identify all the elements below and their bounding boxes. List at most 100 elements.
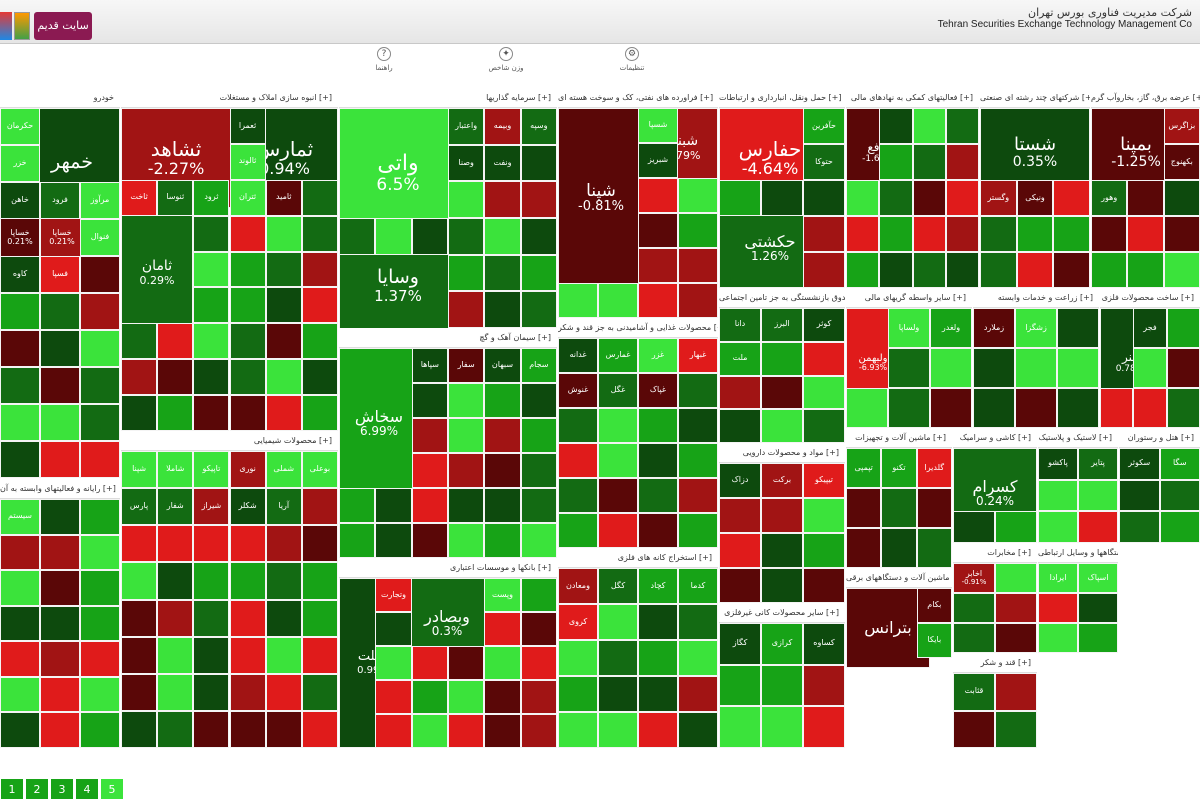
stock-tile[interactable] <box>761 665 803 707</box>
stock-tile[interactable] <box>1078 511 1118 543</box>
stock-tile[interactable] <box>1057 348 1099 388</box>
stock-tile[interactable] <box>1091 252 1127 288</box>
stock-tile[interactable] <box>761 376 803 410</box>
stock-tile[interactable]: ثاخت <box>121 180 157 216</box>
stock-tile[interactable] <box>193 525 229 562</box>
stock-tile[interactable] <box>678 283 718 318</box>
stock-tile[interactable] <box>0 404 40 441</box>
stock-tile[interactable]: ولغدر <box>930 308 972 348</box>
stock-tile[interactable]: غپاک <box>638 373 678 408</box>
stock-tile[interactable] <box>157 525 193 562</box>
stock-tile[interactable] <box>412 523 448 558</box>
stock-tile[interactable] <box>302 359 338 395</box>
stock-tile[interactable]: کرازی <box>761 623 803 665</box>
stock-tile[interactable] <box>157 323 193 359</box>
stock-tile[interactable] <box>1038 480 1078 512</box>
stock-tile[interactable]: ومعادن <box>558 568 598 604</box>
stock-tile[interactable] <box>638 712 678 748</box>
stock-tile[interactable] <box>484 453 520 488</box>
stock-tile[interactable]: ثرود <box>193 180 229 216</box>
stock-tile[interactable] <box>803 252 845 288</box>
stock-tile[interactable] <box>1133 388 1166 428</box>
stock-tile[interactable]: واعتبار <box>448 108 484 145</box>
stock-tile[interactable] <box>448 646 484 680</box>
stock-tile[interactable] <box>803 342 845 376</box>
stock-tile[interactable] <box>484 181 520 218</box>
stock-tile[interactable] <box>521 578 557 612</box>
stock-tile[interactable]: دزاک <box>719 463 761 498</box>
stock-tile[interactable] <box>157 562 193 599</box>
stock-tile[interactable] <box>761 706 803 748</box>
stock-tile[interactable] <box>598 712 638 748</box>
stock-tile[interactable] <box>638 283 678 318</box>
stock-tile[interactable] <box>375 488 411 523</box>
sector-header[interactable]: محصولات شیمیایی [+] <box>121 431 338 451</box>
stock-tile[interactable]: ثامید <box>266 180 302 216</box>
stock-tile[interactable] <box>412 714 448 748</box>
stock-tile[interactable]: قثابت <box>953 673 995 711</box>
stock-tile[interactable] <box>719 533 761 568</box>
stock-tile[interactable] <box>558 513 598 548</box>
stock-tile[interactable]: تاپیکو <box>193 451 229 488</box>
stock-tile[interactable] <box>302 637 338 674</box>
stock-tile[interactable] <box>846 528 881 568</box>
stock-tile[interactable] <box>1133 348 1166 388</box>
stock-tile[interactable]: وسپه <box>521 108 557 145</box>
stock-tile[interactable] <box>678 373 718 408</box>
stock-tile[interactable] <box>761 409 803 443</box>
stock-tile[interactable] <box>40 677 80 713</box>
stock-tile[interactable] <box>1164 180 1200 216</box>
stock-tile[interactable] <box>521 418 557 453</box>
stock-tile[interactable] <box>302 711 338 748</box>
sector-header[interactable]: حمل ونقل، انبارداری و ارتباطات [+] <box>719 88 845 108</box>
stock-tile[interactable] <box>803 180 845 216</box>
stock-tile[interactable] <box>302 252 338 288</box>
stock-tile[interactable]: ملت <box>719 342 761 376</box>
stock-tile[interactable]: اسپاک <box>1078 563 1118 593</box>
old-site-button[interactable]: سایت قدیم <box>34 12 92 40</box>
stock-tile[interactable] <box>946 144 979 180</box>
sector-header[interactable]: ساخت محصولات فلزی [+] <box>1100 288 1200 308</box>
sector-header[interactable]: بیمه و صندوق بازنشستگی به جز تامین اجتما… <box>719 288 845 308</box>
stock-tile[interactable] <box>598 408 638 443</box>
stock-tile[interactable] <box>1167 308 1200 348</box>
stock-tile[interactable] <box>1167 388 1200 428</box>
stock-tile[interactable]: ولساپا <box>888 308 930 348</box>
stock-tile[interactable]: شپنا-0.81% <box>558 108 644 288</box>
stock-tile[interactable] <box>40 499 80 535</box>
stock-tile[interactable] <box>230 323 266 359</box>
stock-tile[interactable] <box>266 287 302 323</box>
sector-header[interactable]: مواد و محصولات دارویی [+] <box>719 443 845 463</box>
stock-tile[interactable]: کدما <box>678 568 718 604</box>
stock-tile[interactable]: بکام <box>917 588 952 623</box>
stock-tile[interactable] <box>761 342 803 376</box>
stock-tile[interactable] <box>761 568 803 603</box>
stock-tile[interactable] <box>339 218 375 255</box>
stock-tile[interactable] <box>953 511 995 543</box>
sector-header[interactable]: فعالیتهای کمکی به نهادهای مالی [+] <box>846 88 979 108</box>
stock-tile[interactable] <box>230 359 266 395</box>
stock-tile[interactable] <box>230 395 266 431</box>
stock-tile[interactable]: حآفرین <box>803 108 845 144</box>
stock-tile[interactable] <box>638 604 678 640</box>
stock-tile[interactable] <box>1127 252 1163 288</box>
stock-tile[interactable] <box>0 367 40 404</box>
sector-header[interactable]: رایانه و فعالیتهای وابسته به آن [+] <box>0 479 120 499</box>
stock-tile[interactable]: بکهنوج <box>1164 144 1200 180</box>
stock-tile[interactable] <box>913 180 946 216</box>
sector-header[interactable]: ماشین آلات و دستگاههای برقی [+] <box>846 568 952 588</box>
stock-tile[interactable] <box>302 525 338 562</box>
stock-tile[interactable] <box>80 641 120 677</box>
stock-tile[interactable]: تیپیکو <box>803 463 845 498</box>
sector-header[interactable]: کاشی و سرامیک [+] <box>953 428 1037 448</box>
stock-tile[interactable] <box>266 637 302 674</box>
stock-tile[interactable] <box>953 593 995 623</box>
stock-tile[interactable] <box>448 523 484 558</box>
stock-tile[interactable]: وصنا <box>448 145 484 182</box>
stock-tile[interactable] <box>946 252 979 288</box>
stock-tile[interactable] <box>638 478 678 513</box>
stock-tile[interactable] <box>946 108 979 144</box>
stock-tile[interactable] <box>121 562 157 599</box>
stock-tile[interactable] <box>1078 480 1118 512</box>
stock-tile[interactable] <box>719 568 761 603</box>
